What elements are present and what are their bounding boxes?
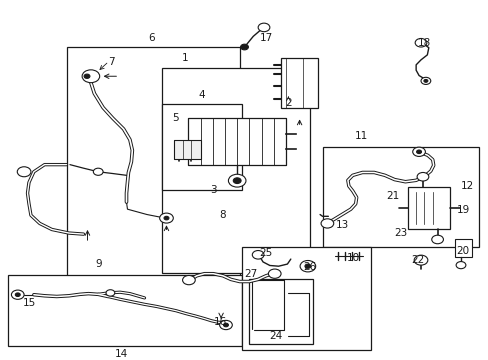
Circle shape <box>163 216 168 220</box>
Circle shape <box>412 147 425 157</box>
Text: 8: 8 <box>219 210 226 220</box>
Bar <box>281 58 317 108</box>
Text: 17: 17 <box>260 33 273 43</box>
Circle shape <box>17 167 31 177</box>
Text: 26: 26 <box>303 262 316 272</box>
Text: 22: 22 <box>410 255 424 265</box>
Text: 9: 9 <box>95 259 102 269</box>
Circle shape <box>228 174 245 187</box>
Text: 18: 18 <box>417 39 430 49</box>
Text: 25: 25 <box>259 248 272 258</box>
Circle shape <box>300 261 315 272</box>
Circle shape <box>321 219 333 228</box>
Bar <box>454 239 471 257</box>
Text: 14: 14 <box>115 348 128 359</box>
Circle shape <box>268 269 281 278</box>
Bar <box>173 140 200 159</box>
Circle shape <box>11 290 24 300</box>
Circle shape <box>420 77 430 85</box>
Text: 21: 21 <box>386 191 399 201</box>
Bar <box>188 118 285 165</box>
Bar <box>249 279 312 343</box>
Bar <box>8 275 242 346</box>
Text: 4: 4 <box>198 90 204 100</box>
Circle shape <box>84 74 90 78</box>
Circle shape <box>455 262 465 269</box>
Circle shape <box>416 172 428 181</box>
Text: 5: 5 <box>172 113 178 123</box>
Text: 3: 3 <box>210 185 217 195</box>
Text: 1: 1 <box>182 53 188 63</box>
Circle shape <box>159 213 173 223</box>
Text: 20: 20 <box>455 246 468 256</box>
Text: 19: 19 <box>456 205 469 215</box>
Text: 6: 6 <box>148 33 155 43</box>
Text: 24: 24 <box>269 332 282 341</box>
Circle shape <box>431 235 443 244</box>
Circle shape <box>106 290 115 296</box>
Bar <box>161 68 310 273</box>
Circle shape <box>413 255 427 265</box>
Circle shape <box>93 168 103 175</box>
Circle shape <box>416 150 421 154</box>
Circle shape <box>240 44 248 50</box>
Circle shape <box>182 275 195 285</box>
Text: 2: 2 <box>285 98 291 108</box>
Circle shape <box>305 264 310 268</box>
Text: 27: 27 <box>244 269 257 279</box>
Text: 13: 13 <box>335 220 348 230</box>
Circle shape <box>223 323 228 327</box>
Circle shape <box>82 70 100 83</box>
Bar <box>242 247 370 350</box>
Bar <box>161 104 242 190</box>
Circle shape <box>219 320 232 330</box>
Text: 15: 15 <box>22 298 36 308</box>
Circle shape <box>233 178 241 184</box>
Bar <box>322 147 478 247</box>
Circle shape <box>414 39 426 47</box>
Circle shape <box>252 251 264 259</box>
Circle shape <box>423 80 427 82</box>
Text: 23: 23 <box>393 228 407 238</box>
Bar <box>66 47 239 312</box>
Text: 12: 12 <box>460 181 473 191</box>
Bar <box>407 187 449 229</box>
Circle shape <box>15 293 20 297</box>
Text: 10: 10 <box>346 253 360 263</box>
Text: 11: 11 <box>354 131 367 141</box>
Text: 7: 7 <box>108 57 115 67</box>
Text: 16: 16 <box>213 317 226 327</box>
Circle shape <box>258 23 269 32</box>
